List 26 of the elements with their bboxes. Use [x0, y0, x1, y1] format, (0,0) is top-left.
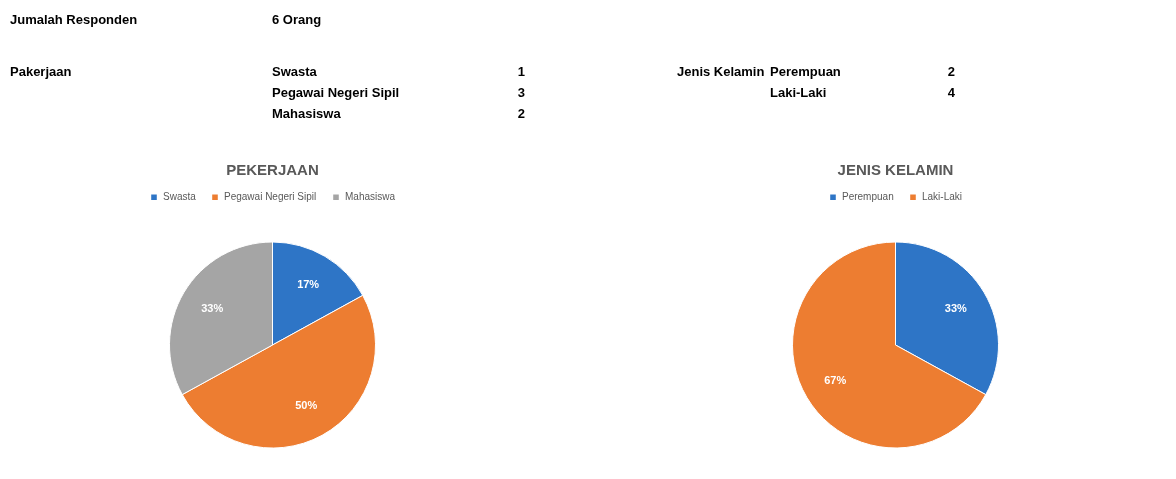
text: Pegawai Negeri Sipil: [272, 85, 400, 100]
text: 2: [517, 106, 525, 121]
text: Jumalah Responden: [10, 12, 138, 27]
text: 6 Orang: [272, 12, 322, 27]
text: 1: [517, 64, 525, 79]
legend-label: Mahasiswa: [345, 191, 396, 203]
legend-label: Swasta: [163, 191, 197, 203]
chart-title: PEKERJAAN: [226, 161, 319, 178]
data-label: 50%: [295, 399, 318, 412]
legend-label: Laki-Laki: [922, 191, 963, 203]
legend-label: Pegawai Negeri Sipil: [224, 191, 317, 203]
text: Swasta: [272, 64, 318, 79]
text: 4: [947, 85, 956, 100]
text: Jenis Kelamin: [677, 64, 765, 79]
text: Pakerjaan: [10, 64, 72, 79]
text: 3: [517, 85, 525, 100]
data-label: 67%: [824, 373, 847, 386]
data-label: 33%: [944, 302, 968, 315]
data-label: 33%: [201, 302, 224, 315]
legend-label: Perempuan: [842, 191, 894, 203]
text: Perempuan: [770, 64, 841, 79]
data-label: 17%: [297, 277, 320, 290]
text: 2: [947, 64, 955, 79]
text: Mahasiswa: [272, 106, 342, 121]
text: Laki-Laki: [770, 85, 827, 100]
chart-title: JENIS KELAMIN: [837, 161, 954, 178]
